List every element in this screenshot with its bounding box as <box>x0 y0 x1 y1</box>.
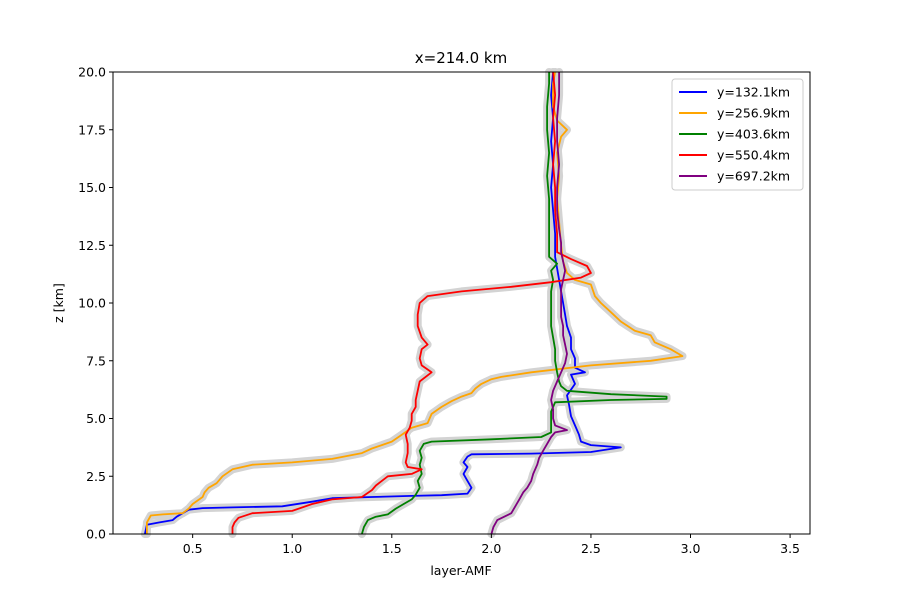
y-tick-label: 2.5 <box>86 469 106 484</box>
y-axis-label: z [km] <box>51 283 66 323</box>
x-axis-label: layer-AMF <box>430 563 491 578</box>
series-lines <box>144 71 684 535</box>
legend-label: y=256.9km <box>717 106 790 121</box>
y-tick-label: 10.0 <box>78 296 106 311</box>
x-tick-label: 1.5 <box>382 541 402 556</box>
y-tick-label: 0.0 <box>86 527 106 542</box>
y-tick-label: 15.0 <box>78 180 106 195</box>
series-line-3 <box>361 72 668 535</box>
y-tick-label: 7.5 <box>86 353 106 368</box>
x-tick-label: 0.5 <box>183 541 203 556</box>
legend-label: y=403.6km <box>717 127 790 142</box>
y-axis: 0.0 2.5 5.0 7.5 10.0 12.5 15.0 17.5 20.0 <box>78 65 113 542</box>
chart-title: x=214.0 km <box>415 49 507 67</box>
legend-label: y=132.1km <box>717 85 790 100</box>
y-tick-label: 20.0 <box>78 65 106 80</box>
legend-label: y=697.2km <box>717 169 790 184</box>
y-tick-label: 17.5 <box>78 122 106 137</box>
x-tick-label: 3.5 <box>780 541 800 556</box>
legend-frame <box>671 78 804 191</box>
series-line-1 <box>144 71 622 535</box>
x-tick-label: 2.0 <box>481 541 501 556</box>
series-line-5 <box>490 72 568 535</box>
x-tick-label: 1.0 <box>282 541 302 556</box>
legend-label: y=550.4km <box>717 148 790 163</box>
legend: y=132.1km y=256.9km y=403.6km y=550.4km y=69… <box>671 78 804 191</box>
x-tick-label: 3.0 <box>681 541 701 556</box>
x-tick-label: 2.5 <box>581 541 601 556</box>
series-line-4 <box>231 71 592 534</box>
x-axis: 0.5 1.0 1.5 2.0 2.5 3.0 3.5 <box>183 534 800 556</box>
y-tick-label: 12.5 <box>78 238 106 253</box>
y-tick-label: 5.0 <box>86 411 106 426</box>
